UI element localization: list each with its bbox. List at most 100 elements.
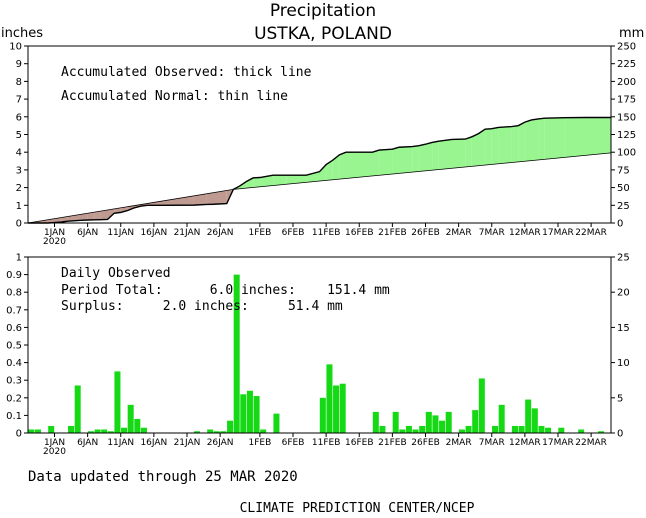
surplus-area — [259, 175, 274, 187]
deficit-area — [160, 195, 194, 206]
daily-bar — [28, 429, 35, 433]
daily-bar-layer — [28, 274, 605, 433]
daily-y-tick-label: 0.7 — [6, 305, 22, 316]
surplus-area — [564, 117, 585, 158]
daily-observed-note: Daily Observed — [61, 266, 171, 281]
daily-bar — [598, 431, 605, 433]
daily-bar — [545, 427, 552, 433]
surplus-area — [418, 144, 426, 172]
surplus-area — [319, 164, 327, 182]
accum-y2-tick-label: 250 — [617, 42, 636, 53]
deficit-area — [100, 209, 108, 220]
surplus-area — [471, 133, 479, 167]
daily-x-tick-label: 16FEB — [345, 438, 374, 448]
daily-bar — [445, 411, 452, 433]
left-unit-label: inches — [1, 26, 43, 41]
daily-bar — [392, 411, 399, 433]
daily-x-tick-label: 6FEB — [282, 438, 305, 448]
deficit-area — [87, 212, 95, 220]
daily-bar — [578, 429, 585, 433]
surplus-area — [392, 147, 399, 175]
daily-bar — [121, 427, 128, 433]
surplus-area — [485, 128, 492, 166]
accum-y2-tick-label: 50 — [617, 183, 630, 194]
accum-y-tick-label: 8 — [16, 77, 22, 88]
surplus-area — [491, 127, 499, 165]
daily-x-tick-label: 7MAR — [479, 438, 505, 448]
surplus-area — [425, 142, 433, 171]
surplus-area — [452, 139, 466, 169]
surplus-area — [326, 160, 333, 181]
surplus-area — [544, 117, 565, 160]
daily-y-tick-label: 1 — [16, 253, 22, 264]
surplus-area — [372, 150, 380, 176]
daily-bar — [405, 425, 412, 433]
daily-bar — [134, 418, 141, 433]
accum-observed-note: Accumulated Observed: thick line — [61, 65, 312, 80]
daily-bar — [439, 420, 446, 433]
surplus-area — [339, 152, 346, 180]
daily-panel: 00.10.20.30.40.50.60.70.80.9105101520251… — [6, 253, 630, 458]
daily-bar — [379, 425, 386, 433]
daily-y-tick-label: 0.9 — [6, 270, 22, 281]
daily-y-tick-label: 0 — [16, 429, 22, 440]
daily-bar — [273, 413, 280, 433]
surplus-area — [332, 154, 340, 180]
deficit-area — [213, 190, 227, 205]
daily-x-tick-label: 17MAR — [542, 438, 574, 448]
daily-bar — [525, 399, 532, 433]
accum-x-tick-label: 22MAR — [575, 228, 607, 238]
daily-bar — [207, 429, 214, 433]
daily-y-tick-label: 0.5 — [6, 341, 22, 352]
daily-bar — [107, 431, 114, 433]
accum-x-tick-label: 17MAR — [542, 228, 574, 238]
accum-x-tick-label: 1FEB — [248, 228, 271, 238]
surplus-area — [438, 139, 452, 170]
accum-y-tick-label: 10 — [9, 42, 22, 53]
accum-y2-tick-label: 75 — [617, 165, 630, 176]
daily-x-tick-label: 11FEB — [312, 438, 341, 448]
daily-y2-tick-label: 0 — [617, 429, 623, 440]
daily-bar — [193, 431, 200, 433]
chart-title: Precipitation — [270, 1, 376, 21]
surplus-area — [412, 145, 419, 173]
surplus-area — [465, 136, 472, 167]
accum-y-tick-label: 9 — [16, 59, 22, 70]
accum-y2-tick-label: 0 — [617, 219, 623, 230]
daily-bar — [74, 385, 81, 433]
daily-bar — [511, 425, 518, 433]
daily-bar — [372, 411, 379, 433]
daily-y2-tick-label: 25 — [617, 253, 630, 264]
accum-y2-tick-label: 25 — [617, 201, 630, 212]
daily-x-tick-label: 21JAN — [174, 438, 201, 448]
normal-line — [27, 152, 612, 224]
surplus-area — [584, 117, 611, 156]
accum-x-year-label: 2020 — [43, 237, 66, 247]
daily-bar — [531, 408, 538, 433]
daily-bar — [425, 411, 432, 433]
credit-text: CLIMATE PREDICTION CENTER/NCEP — [240, 501, 475, 516]
daily-bar — [492, 425, 499, 433]
accum-y-tick-label: 6 — [16, 112, 22, 123]
daily-x-tick-label: 16JAN — [140, 438, 167, 448]
accum-x-tick-label: 7MAR — [479, 228, 505, 238]
daily-bar — [127, 404, 134, 433]
daily-bar — [472, 410, 479, 433]
surplus-area — [432, 141, 439, 171]
accum-y-tick-label: 4 — [16, 148, 22, 159]
surplus-area — [346, 152, 373, 179]
accum-x-tick-label: 6FEB — [282, 228, 305, 238]
daily-y2-tick-label: 5 — [617, 393, 623, 404]
daily-bar — [478, 378, 485, 433]
daily-bar — [68, 425, 75, 433]
daily-x-tick-label: 11JAN — [107, 438, 134, 448]
daily-bar — [538, 425, 545, 433]
observed-line — [28, 116, 611, 224]
accum-y-tick-label: 3 — [16, 165, 22, 176]
surplus-area — [511, 125, 519, 163]
accum-y-tick-label: 0 — [16, 219, 22, 230]
daily-bar — [227, 420, 234, 433]
deficit-area — [61, 216, 68, 223]
accumulated-fill-layer — [28, 117, 611, 223]
surplus-area — [531, 118, 539, 161]
